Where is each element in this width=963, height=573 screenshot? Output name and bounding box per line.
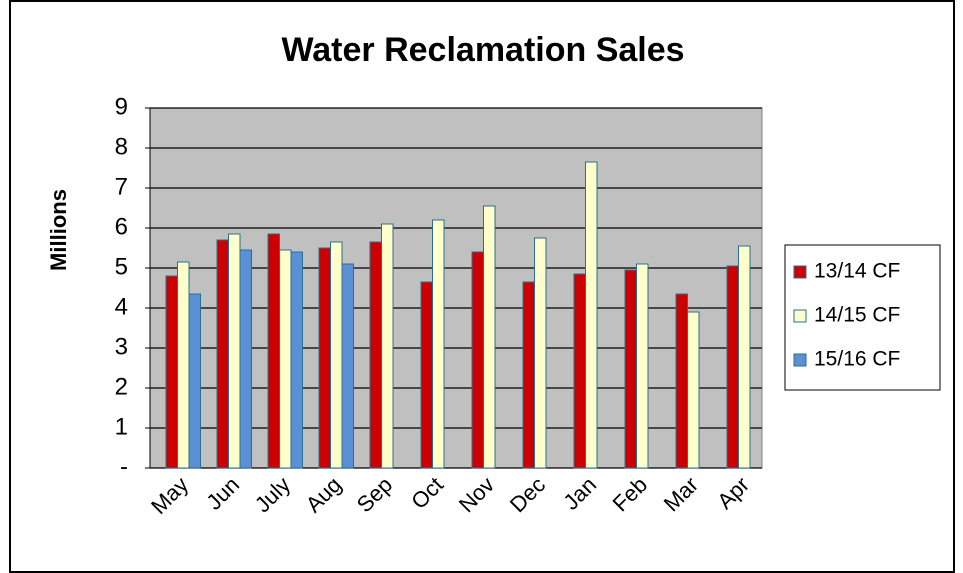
bar: [177, 261, 190, 469]
bar: [726, 265, 739, 469]
bar: [636, 263, 649, 469]
legend-label: 13/14 CF: [814, 260, 900, 283]
bar: [420, 281, 433, 469]
bar: [228, 233, 241, 469]
y-tick-label: -: [120, 453, 128, 480]
bar: [165, 275, 178, 469]
y-tick-label: 9: [115, 93, 128, 120]
y-tick-label: 5: [115, 253, 128, 280]
bar: [216, 239, 229, 469]
bar: [573, 273, 586, 469]
bar: [290, 251, 303, 469]
bar: [381, 223, 394, 469]
bar: [239, 249, 252, 469]
bar: [188, 293, 201, 469]
bar: [534, 237, 547, 469]
bar: [585, 161, 598, 469]
bar: [738, 245, 751, 469]
y-tick-label: 1: [115, 413, 128, 440]
legend-label: 14/15 CF: [814, 304, 900, 327]
bar: [318, 247, 331, 469]
legend: [784, 244, 941, 391]
bar: [341, 263, 354, 469]
y-tick-label: 8: [115, 133, 128, 160]
y-tick-label: 6: [115, 213, 128, 240]
legend-label: 15/16 CF: [814, 348, 900, 371]
y-axis-label: Millions: [46, 189, 71, 271]
chart-title: Water Reclamation Sales: [281, 31, 684, 69]
legend-swatch: [793, 309, 807, 323]
bar: [483, 205, 496, 469]
bar: [675, 293, 688, 469]
bar: [279, 249, 292, 469]
bar: [330, 241, 343, 469]
bar: [624, 269, 637, 469]
y-tick-label: 7: [115, 173, 128, 200]
bar: [522, 281, 535, 469]
bar: [687, 311, 700, 469]
bar: [369, 241, 382, 469]
y-tick-label: 4: [115, 293, 128, 320]
y-tick-label: 2: [115, 373, 128, 400]
legend-swatch: [793, 265, 807, 279]
legend-swatch: [793, 353, 807, 367]
bar: [267, 233, 280, 469]
y-tick-label: 3: [115, 333, 128, 360]
bar: [471, 251, 484, 469]
bar: [432, 219, 445, 469]
